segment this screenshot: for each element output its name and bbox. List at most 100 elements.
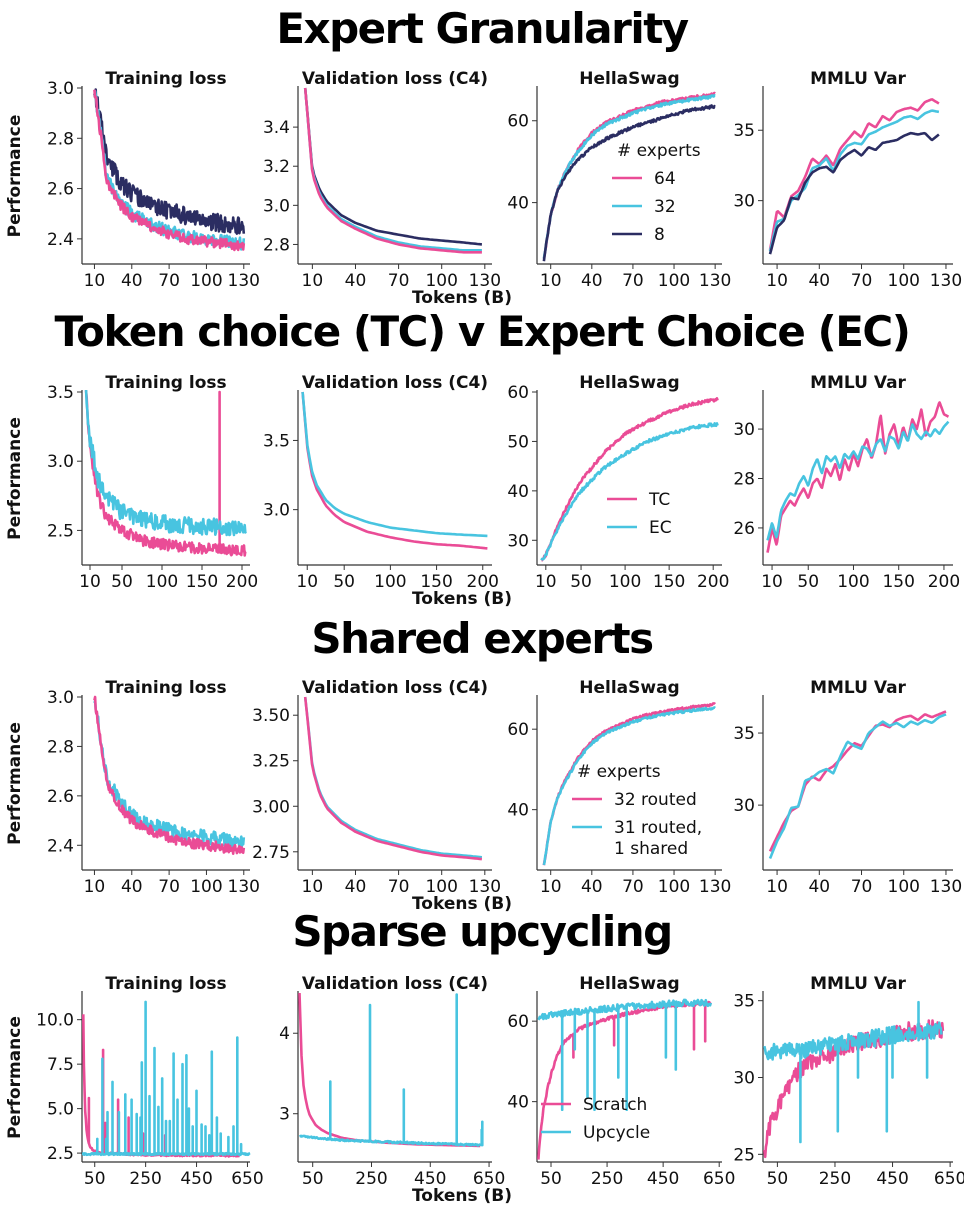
series-line-32 [768,109,940,252]
x-tick-label: 150 [420,572,452,592]
x-tick-label: 50 [767,1169,789,1189]
x-tick-label: 100 [658,271,690,291]
y-tick-label: 35 [733,992,755,1012]
series-group [93,695,246,855]
series-line-tc [301,391,488,550]
y-tick-label: 2.5 [47,1144,74,1164]
chart-r0-c1: Validation loss (C4) 10 40 70 100 130 2.8 3.0 3.… [263,69,512,308]
chart-title: MMLU Var [810,373,906,393]
legend: TC EC [607,490,672,538]
legend-label: 32 [654,197,676,217]
y-tick-label: 35 [733,724,755,744]
legend-label: 31 routed, [614,818,702,838]
series-line-scratch [298,992,481,1148]
x-axis-label: Tokens (B) [412,288,512,308]
x-tick-label: 100 [609,572,641,592]
series-group [768,710,947,860]
series-line-tc [540,397,719,562]
y-tick-label: 7.5 [47,1055,74,1075]
x-tick-label: 70 [622,271,644,291]
x-tick-label: 10 [535,572,557,592]
x-tick-label: 40 [808,271,830,291]
x-tick-label: 650 [934,1169,964,1189]
chart-title: HellaSwag [579,373,679,393]
series-group [540,397,719,562]
y-tick-label: 2.75 [252,843,290,863]
chart-title: Validation loss (C4) [302,678,488,698]
legend: # experts 32 routed 31 routed,1 shared [572,762,702,859]
chart-r3-c3: MMLU Var 50 250 450 650 25 30 35 [733,974,964,1189]
x-tick-label: 450 [647,1169,679,1189]
x-tick-label: 100 [658,877,690,897]
chart-r3-c0: Training loss 50 250 450 650 2.5 5.0 7.5 10.0 Per… [5,974,264,1189]
x-tick-label: 250 [819,1169,851,1189]
series-line-31-routed-1-shared [768,713,947,860]
y-tick-label: 30 [507,531,529,551]
series-line-31-routed-1-shared [303,696,483,859]
chart-r2-c2: HellaSwag 10 40 70 100 130 40 60 # experts 32 rou… [507,678,731,897]
section-title-tc-vs-ec: Token choice (TC) v Expert Choice (EC) [54,307,911,356]
x-tick-label: 70 [851,877,873,897]
section-title-sparse-upcycling: Sparse upcycling [292,907,673,956]
x-tick-label: 10 [296,572,318,592]
series-group [537,998,713,1160]
legend: Scratch Upcycle [541,1095,650,1143]
x-tick-label: 40 [121,877,143,897]
x-tick-label: 450 [180,1169,212,1189]
y-tick-label: 3.0 [263,501,290,521]
series-line-ec [301,391,488,538]
x-tick-label: 100 [190,271,222,291]
series-line-64 [93,89,246,252]
x-tick-label: 10 [84,271,106,291]
legend-title: # experts [577,762,661,782]
x-tick-label: 130 [469,271,501,291]
x-tick-label: 10 [761,572,783,592]
series-group [303,87,483,254]
chart-r2-c0: Training loss 10 40 70 100 130 2.4 2.6 2.8 3.0 Per… [5,678,260,897]
chart-r0-c0: Training loss 10 40 70 100 130 2.4 2.6 2.8 3.0 Per… [5,69,260,291]
chart-r2-c3: MMLU Var 10 40 70 100 130 30 35 [733,678,962,897]
chart-title: Validation loss (C4) [302,373,488,393]
legend-label: Upcycle [583,1123,650,1143]
series-group [93,88,246,252]
y-axis-label: Performance [5,722,25,845]
x-tick-label: 50 [84,1169,106,1189]
x-tick-label: 200 [467,572,499,592]
y-tick-label: 10.0 [36,1011,74,1031]
x-tick-label: 130 [469,877,501,897]
chart-title: HellaSwag [579,974,679,994]
series-line-8 [93,88,246,235]
legend-label: 32 routed [614,790,697,810]
y-tick-label: 25 [733,1145,755,1165]
chart-title: HellaSwag [579,678,679,698]
x-tick-label: 40 [121,271,143,291]
legend: # experts 64 32 8 [612,141,701,245]
x-tick-label: 200 [226,572,258,592]
y-tick-label: 40 [507,1093,529,1113]
chart-title: MMLU Var [810,974,906,994]
x-tick-label: 250 [591,1169,623,1189]
series-group [298,992,484,1148]
x-tick-label: 650 [703,1169,735,1189]
x-tick-label: 50 [540,1169,562,1189]
series-group [301,391,488,550]
series-line-31-routed-1-shared [542,706,716,866]
x-tick-label: 10 [540,271,562,291]
series-line-scratch [537,1000,712,1160]
series-line-64 [768,98,940,251]
y-axis-label: Performance [5,417,25,540]
x-axis-label: Tokens (B) [412,1186,512,1206]
x-tick-label: 150 [186,572,218,592]
series-group [542,91,716,262]
series-line-32 [303,87,482,252]
x-tick-label: 130 [228,271,260,291]
series-group [84,390,247,557]
x-tick-label: 70 [388,877,410,897]
series-line-upcycle [537,998,713,1111]
y-tick-label: 3.25 [252,752,290,772]
y-tick-label: 3.0 [47,79,74,99]
chart-r2-c1: Validation loss (C4) 10 40 70 100 130 2.75 3.00… [252,678,512,914]
y-tick-label: 3.0 [47,452,74,472]
y-tick-label: 28 [733,470,755,490]
y-tick-label: 3.4 [263,118,290,138]
